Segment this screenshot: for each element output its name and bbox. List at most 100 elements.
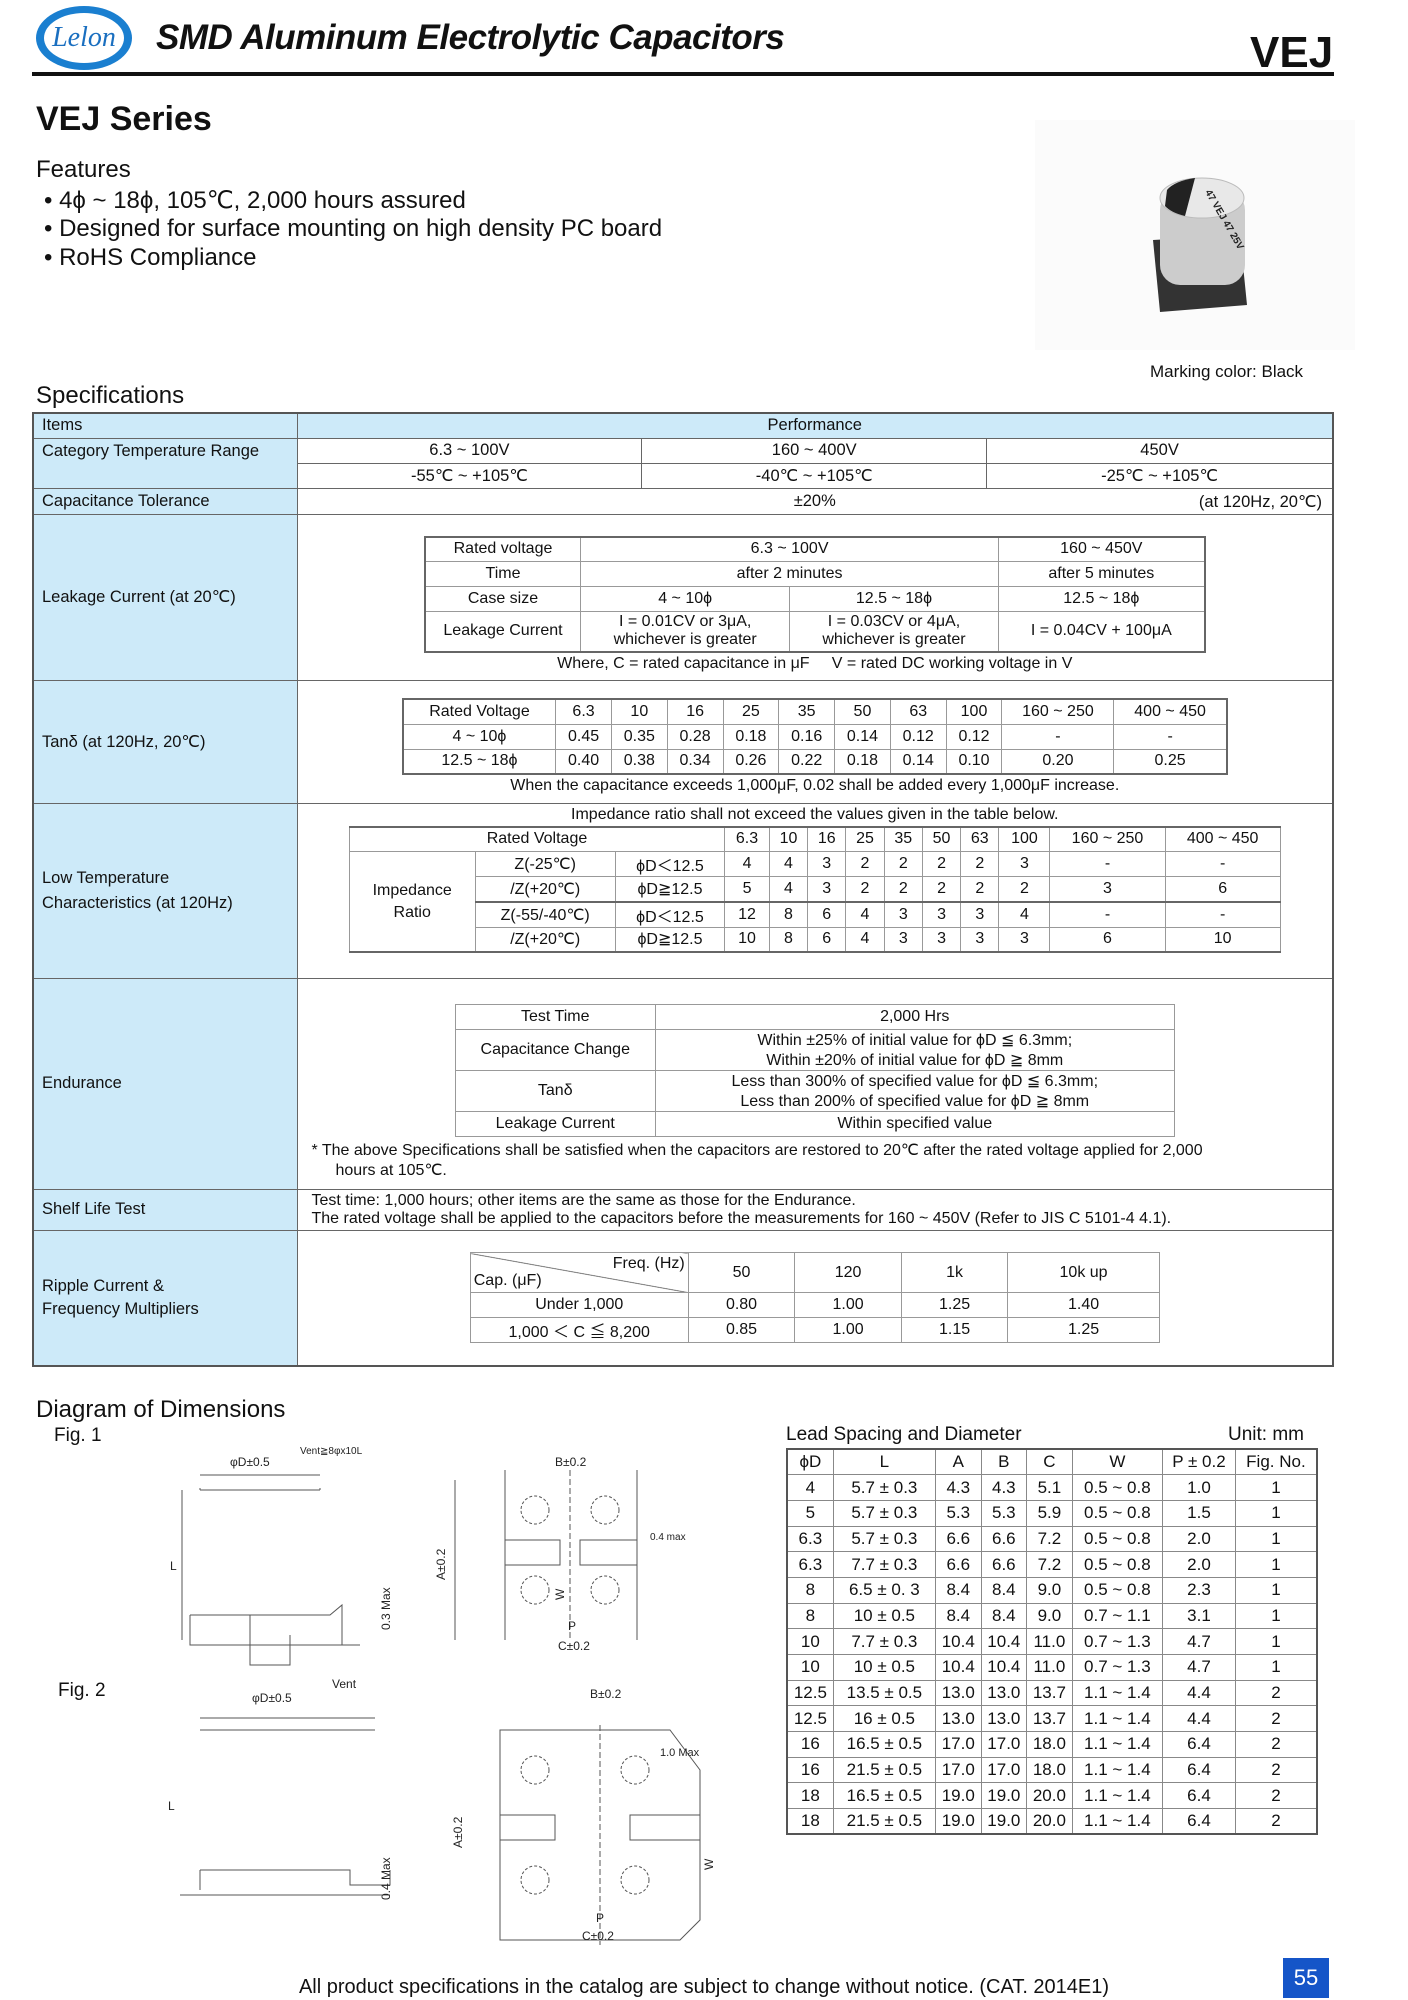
table-row: 4 5.7 ± 0.3 4.3 4.3 5.1 0.5 ~ 0.8 1.0 1 [786,1474,1318,1501]
table-cell: 2.3 [1162,1576,1236,1604]
dimension-drawings: φD±0.5 Vent≧8φx10L L 0.3 Max A±0.2 B±0.2… [168,1446,716,1945]
table-cell: 400 ~ 450 [1113,698,1228,725]
table-cell: 19.0 [934,1808,982,1835]
table-row: Capacitance Change Within ±25% of initial… [454,1028,1175,1071]
table-cell: 3 [883,926,923,953]
table-cell: 0.34 [666,748,724,775]
fig1-A: A±0.2 [434,1548,448,1580]
table-cell: 6.4 [1162,1731,1236,1758]
table-cell: 6 [807,926,847,953]
table-cell: 10 [786,1654,834,1681]
endurance-label: Endurance [32,977,298,1190]
table-row: 18 16.5 ± 0.5 19.0 19.0 20.0 1.1 ~ 1.4 6.4 2 [786,1782,1318,1810]
footer-note: All product specifications in the catalo… [298,1976,1110,1998]
table-cell: ϕD＜12.5 [614,851,726,877]
table-cell: - [1049,901,1166,928]
tan-delta-table: Rated Voltage 6.3 10 16 25 35 50 63 100 160 ~ 250… [401,698,1228,775]
table-cell: 0.5 ~ 0.8 [1071,1551,1164,1578]
table-cell: 7.2 [1026,1551,1073,1578]
freq-cell: 1k [900,1252,1009,1294]
table-cell: 0.5 ~ 0.8 [1071,1576,1164,1604]
low-temp-cell: Impedance ratio shall not exceed the val… [296,802,1334,979]
table-cell: 6.4 [1162,1782,1236,1810]
table-cell: 16.5 ± 0.5 [832,1731,936,1758]
dimensions-title: Diagram of Dimensions [36,1396,286,1423]
table-row: Z(-55/-40℃) ϕD＜12.5 12 8 6 4 3 3 3 4- - [349,901,1281,928]
table-cell: 5.7 ± 0.3 [832,1499,936,1527]
fig2-max: 0.4 Max [379,1857,393,1900]
table-cell: 2 [883,876,923,902]
table-cell: 6.4 [1162,1808,1236,1835]
table-cell: 1.15 [900,1317,1009,1344]
temp-cell: -55℃ ~ +105℃ [296,462,643,489]
table-cell: 13.0 [934,1705,982,1733]
endurance-item: Tanδ [454,1069,656,1112]
temp-cell: -25℃ ~ +105℃ [986,462,1334,489]
table-cell: 13.0 [934,1679,982,1707]
table-cell: 0.14 [889,748,947,775]
tan-delta-cell: Rated Voltage 6.3 10 16 25 35 50 63 100 160 ~ 250… [296,679,1334,804]
table-cell: 10 [724,926,770,953]
table-cell: ϕD [786,1448,834,1476]
table-cell: L [832,1448,936,1476]
table-cell: 16 [786,1731,834,1758]
table-cell: 10 [610,698,668,725]
leakage-label: Leakage Current (at 20℃) [32,513,298,681]
table-row: 10 7.7 ± 0.3 10.4 10.4 11.0 0.7 ~ 1.3 4.7 1 [786,1628,1318,1655]
table-cell: 1 [1234,1654,1318,1681]
table-row: /Z(+20℃) ϕD≧12.5 10 8 6 4 3 3 3 3 6 10 [349,926,1281,953]
endurance-line: Less than 200% of specified value for ϕD… [740,1092,1090,1110]
table-cell: 1.25 [900,1292,1009,1319]
endurance-line: Less than 300% of specified value for ϕD… [731,1072,1099,1090]
table-cell: 0.5 ~ 0.8 [1071,1474,1164,1501]
cell: 6.3 ~ 100V [580,536,999,562]
ripple-label: Ripple Current & Frequency Multipliers [32,1229,298,1367]
table-cell: 4.7 [1162,1628,1236,1655]
table-cell: 0.45 [555,723,612,750]
endurance-item: Test Time [454,1003,656,1030]
table-cell: 5.1 [1026,1474,1073,1501]
cell: Leakage Current [424,611,582,652]
table-cell: 2 [998,876,1051,902]
table-cell: 2 [883,851,923,877]
table-cell: 2 [1234,1808,1318,1835]
impedance-ratio-label: Impedance Ratio [348,851,476,953]
cap-tolerance-label: Capacitance Tolerance [32,487,298,515]
low-temp-table: Rated Voltage 6.3 10 16 25 35 50 63 100 160 ~ 250… [348,825,1281,953]
table-cell: 6.5 ± 0. 3 [832,1576,936,1604]
table-row: 12.5 ~ 18ϕ 0.40 0.38 0.34 0.26 0.22 0.18 0.14 0.… [402,748,1228,775]
table-cell: ϕD≧12.5 [614,926,726,953]
fig1-L: L [170,1559,177,1573]
endurance-line: Within ±20% of initial value for ϕD ≧ 8m… [766,1051,1064,1069]
table-cell: 1.40 [1007,1292,1160,1319]
table-cell: 10 [1164,926,1281,953]
endurance-value: Within specified value [654,1110,1175,1137]
table-cell: 17.0 [980,1756,1028,1784]
table-cell: 1.1 ~ 1.4 [1071,1731,1164,1758]
table-cell: 9.0 [1026,1576,1073,1604]
table-cell: 10 [768,826,809,852]
table-cell: 2.0 [1162,1551,1236,1578]
table-cell: 10 [786,1628,834,1655]
table-cell: 21.5 ± 0.5 [832,1808,936,1835]
table-cell: 0.12 [889,723,947,750]
label-line: Impedance [372,881,452,899]
table-cell: 1 [1234,1551,1318,1578]
table-cell: 5 [724,876,770,902]
table-cell: 18.0 [1026,1756,1073,1784]
cell: I = 0.01CV or 3μA, whichever is greater [580,611,791,652]
table-cell: 8.4 [934,1602,982,1630]
formula: I = 0.03CV or 4μA, [827,613,961,631]
table-cell: 0.25 [1113,748,1228,775]
table-cell: 6.4 [1162,1756,1236,1784]
table-cell: 16 [666,698,724,725]
cap-label: Cap. (μF) [473,1272,542,1290]
fig1-B: B±0.2 [555,1455,587,1469]
freq-cell: 10k up [1007,1252,1160,1294]
table-cell: 160 ~ 250 [1001,698,1115,725]
fig1-w-label: W [553,1588,567,1600]
table-cell: 100 [998,826,1051,852]
formula-note: whichever is greater [613,631,757,649]
table-cell: 12.5 ~ 18ϕ [402,748,557,775]
table-cell: 4 [998,901,1051,928]
